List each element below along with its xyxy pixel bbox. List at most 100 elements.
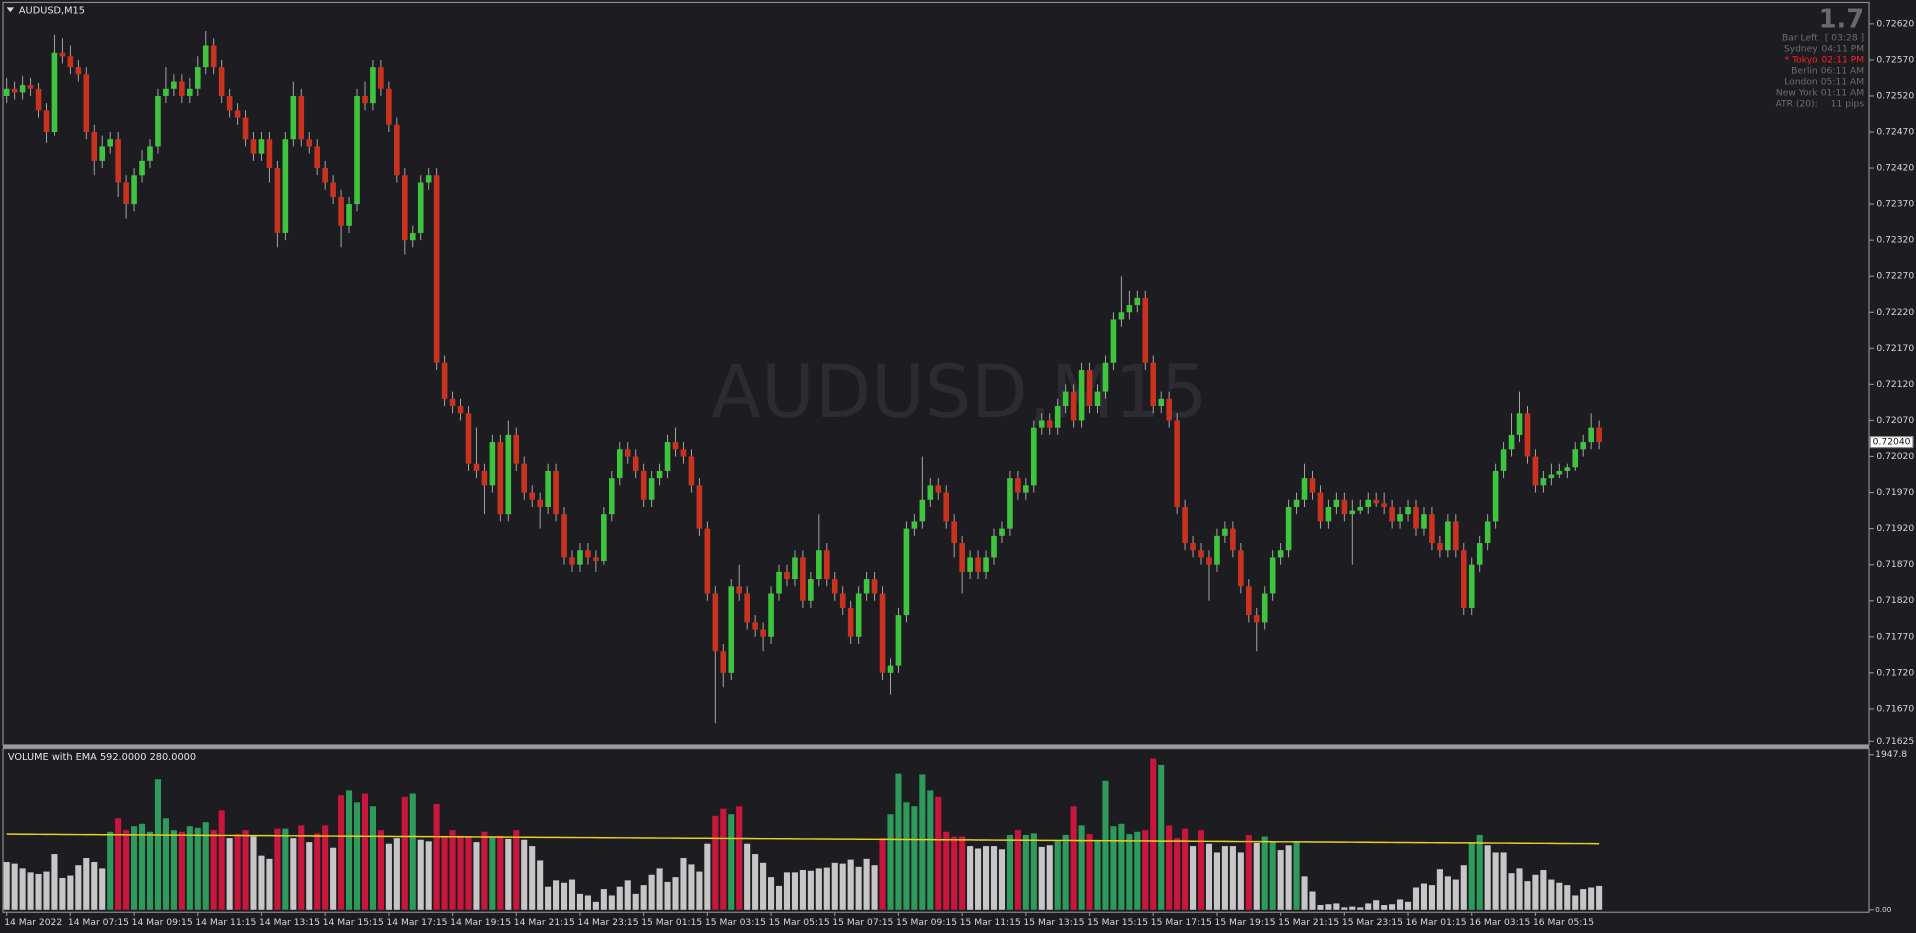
y-tick-label: 0.71770 (1876, 632, 1914, 642)
candle-body (1548, 474, 1555, 479)
volume-bar (768, 877, 775, 910)
candle-body (537, 499, 543, 507)
candle-body (1317, 492, 1324, 522)
candle-body (497, 442, 504, 515)
candle-body (1460, 550, 1467, 608)
candle-body (943, 492, 950, 522)
candle-body (648, 478, 655, 500)
volume-bar (1532, 874, 1539, 910)
volume-bar (1150, 758, 1157, 910)
candle-body (99, 146, 106, 161)
volume-bar (457, 835, 464, 910)
volume-bar (250, 836, 257, 910)
candle-body (1174, 420, 1180, 507)
candle-body (839, 593, 846, 608)
candle-body (951, 521, 957, 544)
volume-bar (353, 802, 361, 910)
candle-body (975, 557, 981, 572)
volume-bar (1508, 873, 1515, 910)
y-tick-label: 0.71870 (1876, 560, 1914, 570)
candle-body (744, 593, 750, 623)
volume-bar (1428, 885, 1435, 910)
symbol-label: AUDUSD,M15 (19, 5, 85, 16)
volume-bar (194, 827, 201, 910)
volume-bar (1476, 834, 1483, 910)
volume-bar (895, 773, 902, 910)
volume-bar (831, 862, 838, 910)
candle-body (1166, 398, 1172, 421)
volume-bar (1166, 825, 1173, 910)
volume-bar (1524, 881, 1531, 910)
candle-body (760, 629, 766, 637)
volume-bar (314, 833, 321, 910)
volume-bar (131, 826, 138, 910)
volume-bar (951, 836, 958, 910)
volume-bar (513, 830, 520, 910)
volume-bar (1277, 850, 1284, 910)
candle-body (1238, 550, 1244, 587)
y-tick-label: 0.72520 (1876, 91, 1914, 101)
volume-bar (720, 808, 727, 910)
candle-body (553, 470, 559, 515)
candle-body (1277, 550, 1284, 558)
volume-bar (521, 839, 528, 910)
volume-bar (1444, 876, 1451, 910)
volume-bar (1205, 843, 1213, 910)
candle-body (1158, 398, 1165, 407)
volume-bar (1110, 826, 1117, 910)
watermark: AUDUSD,M15 (711, 350, 1207, 435)
pane-separator (3, 744, 1870, 749)
candle-body (1007, 478, 1013, 529)
info-value: 06:11 AM (1821, 66, 1864, 76)
candle-body (1349, 510, 1356, 515)
volume-bar (1468, 842, 1475, 910)
menu-arrow[interactable] (6, 7, 15, 13)
volume-bar (346, 790, 353, 910)
candle-body (298, 95, 305, 140)
volume-bar (600, 889, 607, 910)
candle-body (593, 557, 599, 562)
candle-body (1357, 506, 1364, 511)
candle-body (935, 485, 942, 493)
candle-body (561, 514, 567, 558)
candle-body (1190, 543, 1196, 551)
candle-body (1421, 514, 1427, 529)
candle-body (983, 557, 989, 572)
candle-body (1572, 449, 1579, 468)
candle-body (656, 470, 663, 479)
volume-bar (290, 838, 297, 910)
volume-bar (608, 895, 615, 910)
candle-body (831, 579, 838, 594)
candle-body (465, 413, 472, 464)
candle-body (1253, 615, 1260, 623)
candle-body (1023, 485, 1029, 493)
volume-bar (1373, 900, 1380, 910)
volume-bar (1357, 907, 1364, 910)
volume-bar (361, 793, 369, 910)
volume-bar (1030, 833, 1037, 910)
volume-bar (417, 839, 424, 910)
candle-body (378, 67, 384, 89)
volume-bar (1118, 823, 1125, 910)
candle-body (354, 95, 360, 205)
volume-bar (186, 826, 193, 910)
volume-pane (2, 747, 1870, 913)
volume-bar (560, 882, 568, 910)
volume-bar (975, 848, 982, 910)
volume-bar (998, 849, 1006, 910)
volume-bar (481, 831, 488, 910)
volume-bar (736, 806, 743, 910)
volume-bar (576, 893, 584, 910)
volume-bar (123, 830, 130, 910)
candle-body (1142, 297, 1149, 363)
volume-bar (1285, 845, 1292, 910)
y-tick-label: 0.72270 (1876, 272, 1914, 282)
x-tick-label: 15 Mar 19:15 (1215, 918, 1276, 928)
volume-bar (107, 831, 114, 910)
candle-body (800, 557, 806, 601)
candle-body (919, 499, 926, 522)
volume-bar (473, 842, 480, 910)
volume-bar (688, 864, 695, 910)
x-tick-label: 15 Mar 15:15 (1087, 918, 1148, 928)
candle-body (1094, 391, 1101, 407)
